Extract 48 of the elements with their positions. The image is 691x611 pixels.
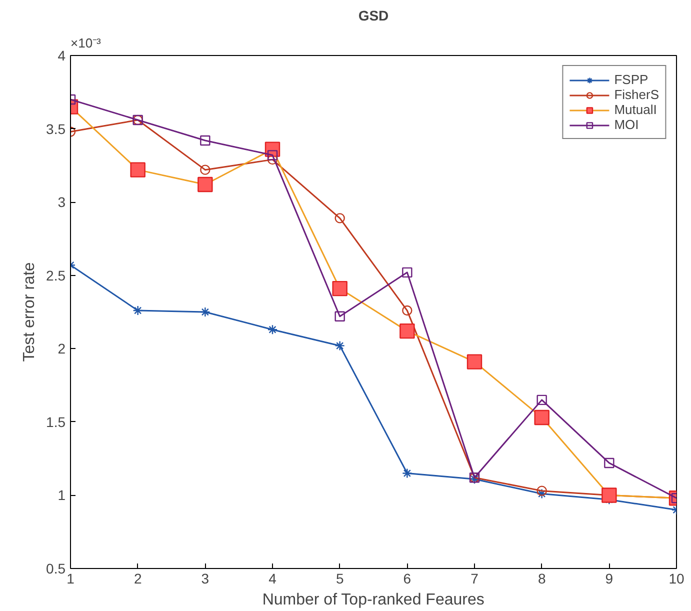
point [200, 164, 210, 175]
point [267, 150, 278, 160]
point [466, 354, 482, 370]
x-tick-label: 2 [134, 570, 142, 586]
point [332, 280, 348, 296]
y-tick-label: 2.5 [46, 267, 66, 284]
x-tick-label: 7 [470, 570, 479, 586]
point [400, 323, 415, 339]
x-tick-label: 3 [201, 570, 210, 586]
y-tick-label: 4 [58, 48, 66, 64]
point [402, 468, 412, 478]
y-tick-label: 1 [58, 487, 66, 504]
point [334, 340, 345, 351]
point [334, 213, 345, 224]
legend-label: FisherS [614, 87, 659, 102]
point [602, 488, 617, 503]
text: ×10⁻³ [70, 36, 102, 50]
point [132, 305, 143, 316]
point [200, 306, 210, 318]
legend-label: MutualI [614, 102, 657, 117]
point [130, 162, 146, 178]
point [334, 311, 345, 322]
point [536, 486, 547, 496]
chart-title: GSD [358, 8, 389, 24]
point [402, 267, 412, 278]
y-tick-label: 0.5 [46, 560, 66, 576]
x-tick-label: 9 [605, 570, 614, 586]
y-tick-label: 3 [58, 194, 66, 210]
point [267, 324, 278, 335]
point [536, 488, 547, 499]
point [534, 410, 550, 426]
x-tick-label: 4 [268, 570, 277, 586]
y-tick-label: 3.5 [46, 120, 66, 137]
point [402, 305, 412, 316]
legend-label: MOI [614, 117, 639, 132]
point [536, 394, 547, 406]
legend-label: FSPP [614, 72, 648, 87]
y-tick-label: 1.5 [46, 414, 66, 430]
x-axis-title: Number of Top-ranked Feaures [262, 592, 484, 608]
x-tick-label: 10 [668, 570, 684, 586]
x-tick-label: 8 [538, 570, 546, 586]
y-tick-label: 2 [58, 340, 66, 357]
point [198, 176, 213, 192]
y-axis-title: Test error rate [21, 262, 38, 362]
x-tick-label: 6 [403, 570, 412, 586]
point [604, 458, 614, 468]
point [200, 135, 210, 146]
x-tick-label: 5 [336, 570, 344, 586]
